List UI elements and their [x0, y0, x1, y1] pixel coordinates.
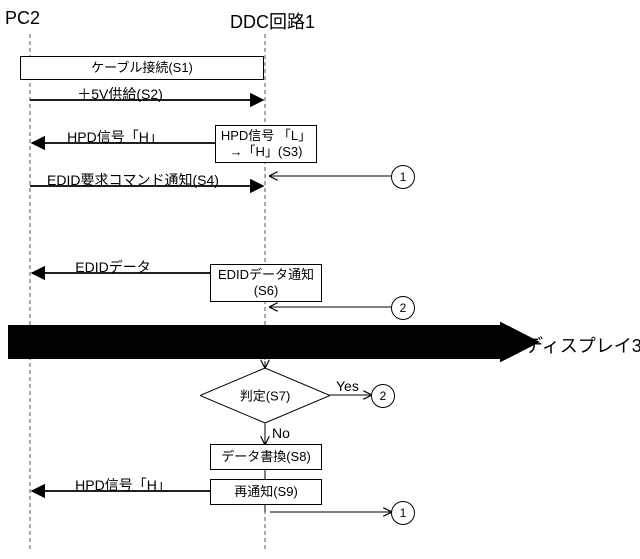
decision-yes-label: Yes — [336, 378, 359, 394]
msg-hpd-h2-label: HPD信号「H」 — [75, 475, 171, 495]
step-s3: HPD信号 「L」→「H」(S3) — [215, 125, 317, 163]
lane-ddc-header: DDC回路1 — [230, 8, 315, 34]
step-s1: ケーブル接続(S1) — [20, 56, 264, 80]
lane-pc2-header: PC2 — [5, 8, 40, 29]
connector-1-in: 1 — [391, 165, 415, 189]
connector-1-out: 1 — [391, 501, 415, 525]
msg-s2-label: ＋5V供給(S2) — [77, 84, 163, 104]
decision-no-label: No — [272, 425, 290, 441]
msg-hpd-h1-label: HPD信号「H」 — [67, 127, 163, 147]
sequence-diagram: PC2 DDC回路1 ディスプレイ3 ケーブル接続(S1) HPD信号 「L」→… — [0, 0, 640, 559]
step-s6: EDIDデータ通知 (S6) — [210, 264, 322, 302]
display-label: ディスプレイ3 — [525, 332, 640, 358]
msg-s4-label: EDID要求コマンド通知(S4) — [47, 170, 219, 190]
connector-2-in: 2 — [391, 296, 415, 320]
msg-edid-label: EDIDデータ — [75, 257, 150, 277]
decision-s7: 判定(S7) — [200, 368, 330, 423]
connector-2-out: 2 — [371, 384, 395, 408]
step-s9: 再通知(S9) — [210, 479, 322, 505]
step-s8: データ書換(S8) — [210, 444, 322, 470]
